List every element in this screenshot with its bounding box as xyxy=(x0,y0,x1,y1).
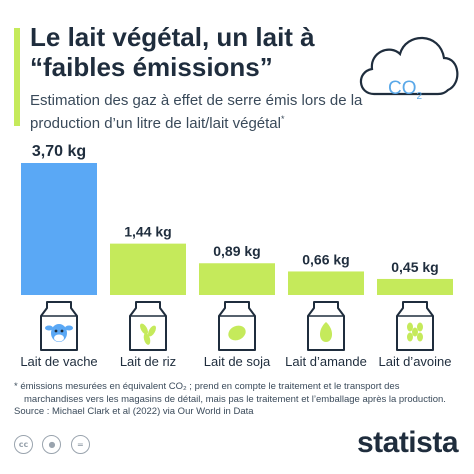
page-subtitle: Estimation des gaz à effet de serre émis… xyxy=(30,91,380,133)
bar-value-label-4: 0,66 kg xyxy=(302,251,349,267)
soy-icon xyxy=(218,301,256,351)
rice-grain-2 xyxy=(148,325,156,337)
oat-grain-2 xyxy=(417,322,423,332)
oat-grain-3 xyxy=(407,332,413,342)
bar-value-label-3: 0,89 kg xyxy=(213,243,260,259)
footnote-line-2: marchandises vers les magasins de détail… xyxy=(24,393,446,405)
subtitle-text: Estimation des gaz à effet de serre émis… xyxy=(30,92,363,132)
rice-icon xyxy=(129,301,167,351)
footnote: * émissions mesurées en équivalent CO₂ ;… xyxy=(14,381,464,419)
bar-1 xyxy=(21,163,97,295)
page-title: Le lait végétal, un lait à “faibles émis… xyxy=(30,22,315,82)
category-label-1: Lait de vache xyxy=(20,354,97,369)
bar-4 xyxy=(288,271,364,295)
category-label-4: Lait d’amande xyxy=(285,354,367,369)
title-accent-bar xyxy=(14,28,20,126)
soy-bean xyxy=(228,325,246,341)
category-label-5: Lait d’avoine xyxy=(379,354,452,369)
co2-label: CO2 xyxy=(388,78,422,102)
bar-chart: 3,70 kg Lait de vache 1,44 kg Lait de riz 0,… xyxy=(20,143,453,369)
oat-grain-1 xyxy=(407,322,413,332)
co2-text: CO xyxy=(388,78,417,99)
cow-ear-right xyxy=(65,325,73,331)
cow-eye-left xyxy=(54,329,58,333)
co2-subscript: 2 xyxy=(416,90,423,102)
cc-icon[interactable]: cc xyxy=(14,435,33,454)
category-label-2: Lait de riz xyxy=(120,354,176,369)
cow-icon xyxy=(40,301,78,351)
category-label-3: Lait de soja xyxy=(204,354,271,369)
cow-ear-left xyxy=(45,325,53,331)
bar-5 xyxy=(377,278,453,295)
attribution-icon[interactable]: ● xyxy=(42,435,62,454)
cow-eye-right xyxy=(60,329,64,333)
oat-grain-5 xyxy=(412,327,418,337)
bar-value-label-5: 0,45 kg xyxy=(391,259,438,275)
oat-icon xyxy=(396,301,434,351)
bar-value-label-2: 1,44 kg xyxy=(124,224,171,240)
oat-grain-4 xyxy=(417,332,423,342)
bar-value-label-1: 3,70 kg xyxy=(32,143,86,160)
no-derivatives-icon[interactable]: = xyxy=(70,435,90,454)
rice-grain-1 xyxy=(140,323,148,335)
milk-carton-2 xyxy=(129,301,167,351)
milk-carton-5 xyxy=(396,301,434,351)
bar-3 xyxy=(199,263,275,295)
footnote-line-1: * émissions mesurées en équivalent CO₂ ;… xyxy=(14,381,400,392)
subtitle-footnote-mark: * xyxy=(281,114,285,124)
rice-grain-3 xyxy=(143,333,151,345)
almond-icon xyxy=(307,301,345,351)
statista-logo[interactable]: statista xyxy=(356,426,459,459)
cloud-icon xyxy=(352,22,462,102)
license-icons: cc ● = xyxy=(14,434,95,454)
cow-muzzle xyxy=(54,334,64,342)
footnote-source: Source : Michael Clark et al (2022) via … xyxy=(14,406,254,417)
bar-2 xyxy=(110,243,186,295)
almond-shape xyxy=(319,322,333,342)
